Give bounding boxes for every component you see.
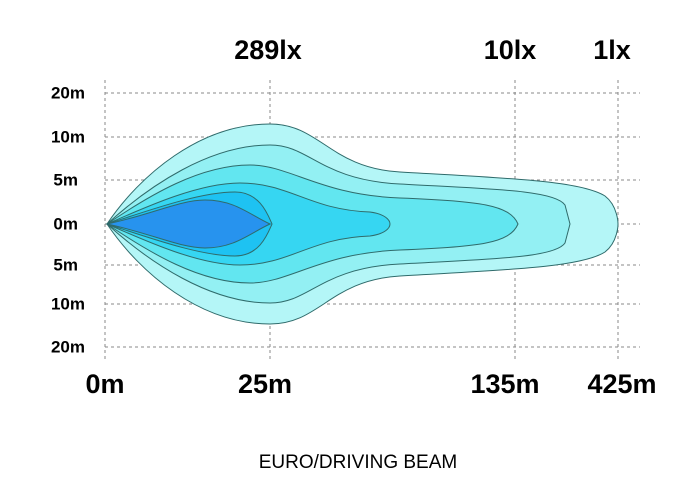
y-label: 0m (53, 214, 78, 233)
y-label: 20m (51, 337, 85, 356)
x-label: 425m (587, 369, 656, 399)
y-label: 5m (53, 255, 78, 274)
y-label: 5m (53, 170, 78, 189)
beam-contours (105, 123, 619, 325)
top-label: 289lx (234, 35, 302, 65)
x-label: 135m (470, 369, 539, 399)
top-label: 1lx (593, 35, 631, 65)
x-label: 25m (238, 369, 292, 399)
y-label: 10m (51, 127, 85, 146)
top-label: 10lx (484, 35, 537, 65)
y-label: 20m (51, 83, 85, 102)
y-label: 10m (51, 294, 85, 313)
x-label: 0m (85, 369, 124, 399)
caption: EURO/DRIVING BEAM (259, 452, 457, 473)
